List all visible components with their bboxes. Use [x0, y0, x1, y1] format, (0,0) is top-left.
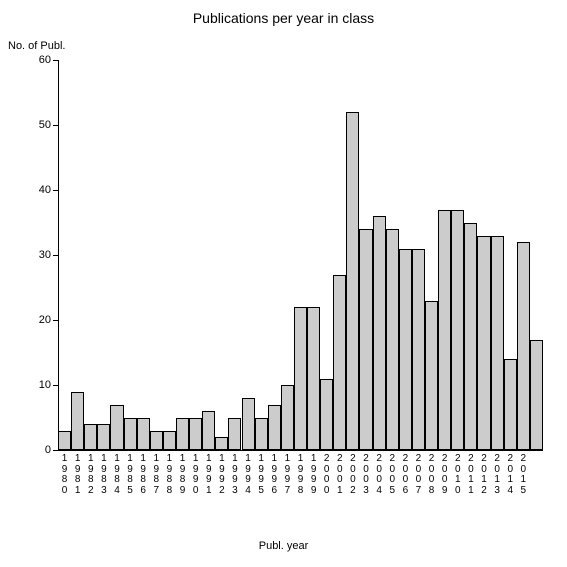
bar: [294, 307, 307, 450]
x-tick-label: 1 9 8 5: [124, 454, 137, 496]
bar: [150, 431, 163, 451]
bar: [477, 236, 490, 451]
bar: [386, 229, 399, 450]
bar: [110, 405, 123, 451]
x-tick-label: 1 9 8 2: [84, 454, 97, 496]
x-tick-label: 1 9 8 1: [71, 454, 84, 496]
bar: [97, 424, 110, 450]
x-tick-label: 1 9 8 4: [110, 454, 123, 496]
bar: [58, 431, 71, 451]
x-tick-label: 1 9 8 9: [176, 454, 189, 496]
y-tick: [53, 320, 58, 321]
bar: [307, 307, 320, 450]
x-tick-label: 1 9 9 4: [242, 454, 255, 496]
bar: [373, 216, 386, 450]
x-tick-label: 1 9 9 7: [281, 454, 294, 496]
y-tick: [53, 385, 58, 386]
x-tick-label: 2 0 1 5: [517, 454, 530, 496]
x-tick-label: 2 0 0 3: [359, 454, 372, 496]
x-tick-label: 1 9 9 1: [202, 454, 215, 496]
bar: [530, 340, 543, 451]
bar: [202, 411, 215, 450]
bar: [320, 379, 333, 451]
bar: [517, 242, 530, 450]
x-tick-label: 1 9 9 3: [228, 454, 241, 496]
bar: [333, 275, 346, 451]
x-axis-label: Publ. year: [0, 540, 567, 552]
bar: [504, 359, 517, 450]
bar: [425, 301, 438, 451]
x-tick-label: 1 9 8 7: [150, 454, 163, 496]
x-tick-label: 2 0 1 0: [451, 454, 464, 496]
bar: [137, 418, 150, 451]
x-tick-label: 1 9 9 9: [307, 454, 320, 496]
x-tick-label: 2 0 0 9: [438, 454, 451, 496]
y-tick-label: 50: [23, 119, 51, 131]
y-tick: [53, 450, 58, 451]
x-tick-label: 1 9 9 6: [268, 454, 281, 496]
x-tick-label: 2 0 0 8: [425, 454, 438, 496]
y-tick-label: 10: [23, 379, 51, 391]
y-tick-label: 20: [23, 314, 51, 326]
bar: [163, 431, 176, 451]
x-tick-label: 2 0 0 0: [320, 454, 333, 496]
x-tick-label: 2 0 0 7: [412, 454, 425, 496]
bar: [399, 249, 412, 451]
x-tick-label: 2 0 1 1: [464, 454, 477, 496]
x-tick-label: 2 0 1 3: [491, 454, 504, 496]
x-tick-label: 1 9 8 8: [163, 454, 176, 496]
y-tick: [53, 60, 58, 61]
bar: [176, 418, 189, 451]
y-tick-label: 30: [23, 249, 51, 261]
y-tick: [53, 255, 58, 256]
x-tick-label: 1 9 9 8: [294, 454, 307, 496]
x-tick-label: 2 0 1 2: [477, 454, 490, 496]
bar: [438, 210, 451, 451]
chart-container: { "chart": { "type": "bar", "title": "Pu…: [0, 0, 567, 567]
y-axis: [58, 60, 59, 450]
x-tick-label: 2 0 0 2: [346, 454, 359, 496]
bar: [189, 418, 202, 451]
bar: [71, 392, 84, 451]
y-tick-label: 60: [23, 54, 51, 66]
x-tick-label: 1 9 8 6: [137, 454, 150, 496]
bar: [451, 210, 464, 451]
bar: [228, 418, 241, 451]
bar: [242, 398, 255, 450]
bar: [491, 236, 504, 451]
bar: [255, 418, 268, 451]
bar: [281, 385, 294, 450]
y-tick: [53, 190, 58, 191]
bar: [268, 405, 281, 451]
bar: [124, 418, 137, 451]
bar: [359, 229, 372, 450]
bar: [464, 223, 477, 451]
bar: [215, 437, 228, 450]
bar: [412, 249, 425, 451]
y-tick-label: 40: [23, 184, 51, 196]
x-tick-label: 2 0 1 4: [504, 454, 517, 496]
chart-title: Publications per year in class: [0, 10, 567, 26]
x-tick-label: 1 9 8 3: [97, 454, 110, 496]
bar: [84, 424, 97, 450]
x-tick-label: 2 0 0 5: [386, 454, 399, 496]
x-tick-label: 2 0 0 6: [399, 454, 412, 496]
y-tick: [53, 125, 58, 126]
bar: [346, 112, 359, 450]
x-tick-label: 1 9 9 2: [215, 454, 228, 496]
y-axis-label: No. of Publ.: [8, 40, 65, 52]
x-axis: [58, 450, 543, 451]
x-tick-label: 1 9 9 5: [255, 454, 268, 496]
x-tick-label: 2 0 0 4: [373, 454, 386, 496]
y-tick-label: 0: [23, 444, 51, 456]
x-tick-label: 1 9 8 0: [58, 454, 71, 496]
x-tick-label: 1 9 9 0: [189, 454, 202, 496]
x-tick-label: 2 0 0 1: [333, 454, 346, 496]
